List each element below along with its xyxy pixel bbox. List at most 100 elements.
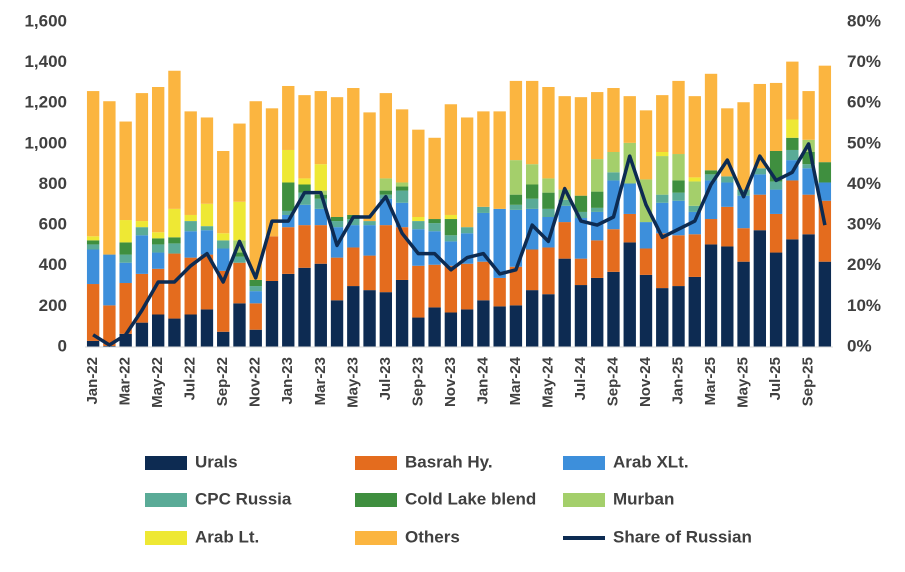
- bar-segment: [282, 182, 295, 211]
- bar-segment: [704, 219, 718, 245]
- bar-segment: [786, 239, 799, 347]
- bar-segment: [558, 96, 571, 190]
- bar-segment: [119, 254, 132, 263]
- bar-segment: [623, 242, 636, 347]
- bar-segment: [86, 236, 100, 241]
- bar-segment: [688, 181, 701, 206]
- bar-segment: [395, 190, 409, 203]
- bar-segment: [314, 225, 327, 264]
- y2-tick-label: 50%: [847, 133, 881, 152]
- bar-segment: [460, 227, 474, 234]
- bar-segment: [249, 303, 262, 330]
- bar-segment: [656, 194, 669, 203]
- bar-segment: [542, 87, 555, 179]
- bar-segment: [119, 220, 132, 243]
- bar-segment: [509, 160, 523, 195]
- y-tick-label: 800: [39, 174, 67, 193]
- bar-segment: [753, 174, 767, 195]
- bar-segment: [509, 305, 523, 347]
- bar-segment: [217, 150, 230, 234]
- legend-swatch: [563, 456, 605, 470]
- bar-segment: [493, 208, 506, 278]
- bar-segment: [103, 101, 116, 255]
- bar-segment: [639, 274, 653, 347]
- bar-segment: [412, 265, 425, 318]
- bar-segment: [802, 194, 815, 235]
- bar-segment: [672, 180, 685, 193]
- bar-segment: [639, 222, 653, 249]
- x-tick-label: Mar-22: [117, 357, 134, 405]
- bar-segment: [379, 93, 393, 179]
- bar-segment: [314, 208, 327, 226]
- bar-segment: [363, 221, 376, 226]
- legend-swatch: [355, 493, 397, 507]
- bar-segment: [558, 199, 571, 206]
- bar-segment: [460, 117, 474, 228]
- bar-segment: [298, 178, 311, 185]
- bar-segment: [249, 329, 262, 347]
- bar-segment: [607, 271, 620, 347]
- bar-segment: [412, 229, 425, 266]
- bar-segment: [509, 209, 523, 267]
- bar-segment: [428, 264, 441, 308]
- bar-segment: [379, 178, 393, 191]
- bar-segment: [688, 96, 701, 178]
- bar-segment: [168, 208, 181, 238]
- bar-segment: [395, 202, 409, 228]
- legend-label: Urals: [195, 452, 238, 471]
- bar-segment: [656, 152, 669, 157]
- bar-segment: [395, 227, 409, 280]
- bar-segment: [591, 92, 604, 160]
- y-tick-label: 200: [39, 296, 67, 315]
- bar-segment: [184, 221, 197, 232]
- bar-segment: [217, 270, 230, 332]
- bar-segment: [542, 294, 555, 347]
- bar-segment: [688, 276, 701, 347]
- bar-segment: [86, 284, 100, 341]
- bar-segment: [542, 247, 555, 295]
- bar-segment: [574, 195, 588, 212]
- bar-segment: [363, 290, 376, 347]
- bar-segment: [477, 111, 490, 207]
- bar-segment: [704, 174, 718, 181]
- bar-segment: [135, 93, 149, 222]
- bar-segment: [574, 285, 588, 347]
- bar-segment: [509, 80, 523, 161]
- bar-segment: [347, 88, 360, 215]
- bar-segment: [314, 263, 327, 347]
- share-line: [92, 142, 827, 347]
- bar-segment: [249, 101, 262, 280]
- bar-segment: [119, 262, 132, 284]
- bar-segment: [704, 73, 718, 171]
- y2-tick-label: 0%: [847, 336, 872, 355]
- bar-segment: [786, 137, 799, 150]
- y2-tick-label: 20%: [847, 255, 881, 274]
- bar-segment: [656, 233, 669, 289]
- bar-segment: [769, 181, 783, 190]
- y-tick-label: 1,400: [24, 52, 67, 71]
- bar-segment: [721, 176, 734, 183]
- bar-segment: [135, 322, 149, 347]
- bar-segment: [444, 219, 458, 236]
- x-tick-label: May-25: [735, 357, 752, 408]
- bar-segment: [395, 186, 409, 191]
- bar-segment: [314, 164, 327, 191]
- x-tick-label: Sep-24: [604, 356, 621, 406]
- bar-segment: [249, 291, 262, 304]
- bar-segment: [86, 340, 100, 347]
- bar-segment: [428, 219, 441, 224]
- bar-segment: [249, 279, 262, 287]
- bar-segment: [379, 225, 393, 293]
- bar-segment: [786, 149, 799, 161]
- x-tick-label: Jan-25: [669, 357, 686, 405]
- bar-segment: [525, 164, 539, 185]
- bar-segment: [200, 230, 214, 255]
- bar-segment: [282, 210, 295, 215]
- bar-segment: [477, 300, 490, 347]
- bar-segment: [168, 253, 181, 319]
- bar-segment: [444, 104, 458, 215]
- bar-segment: [282, 149, 295, 183]
- bar-segment: [135, 227, 149, 236]
- bar-segment: [639, 248, 653, 275]
